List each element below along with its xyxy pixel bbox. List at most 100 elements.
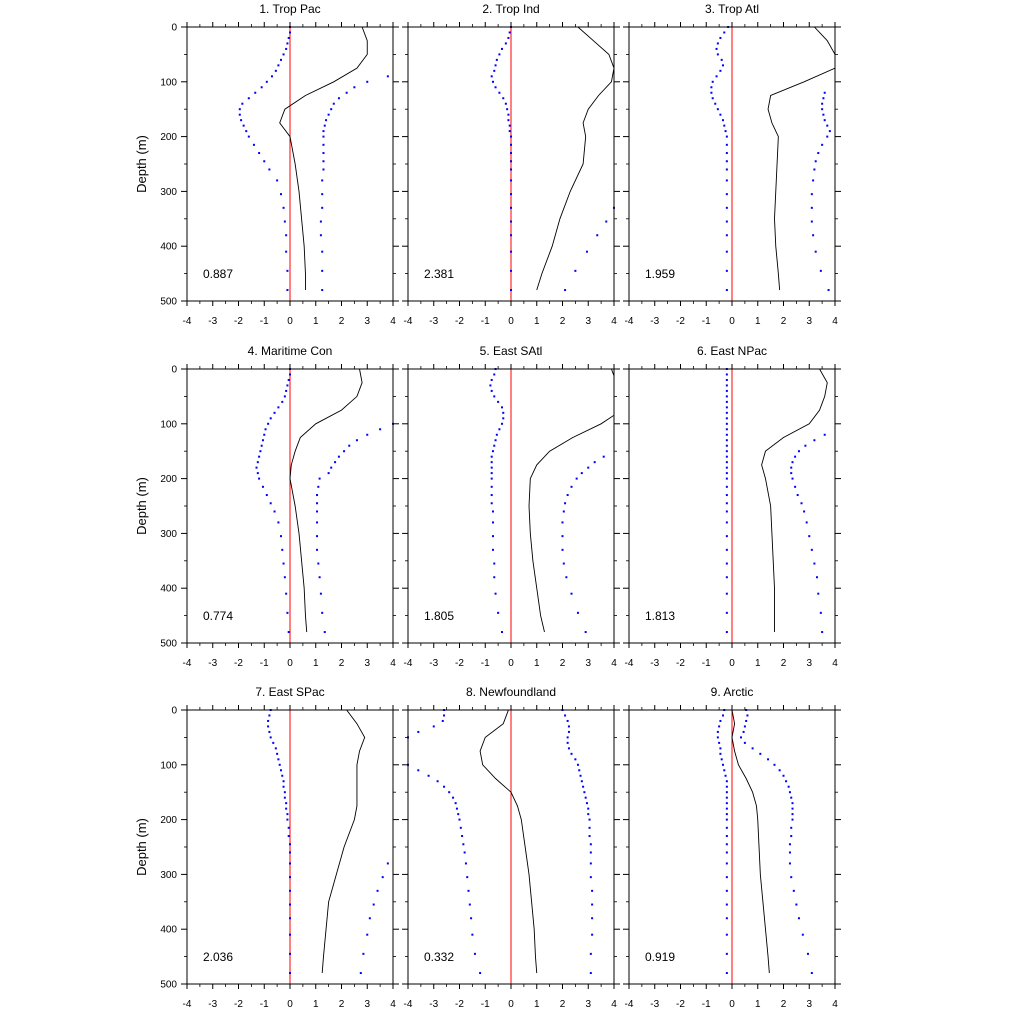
panel-9: -4 -3 -2 -1 0 1 2 3 4 9. Arctic 0.919 — [623, 685, 841, 1010]
lower-bound-dot — [725, 796, 728, 799]
lower-bound-dot — [493, 562, 496, 565]
x-tick-label: -4 — [625, 658, 634, 669]
panel-title: 3. Trop Atl — [705, 2, 759, 16]
x-tick-label: -2 — [455, 316, 464, 327]
x-tick-label: -4 — [183, 316, 192, 327]
upper-bound-dot — [585, 250, 588, 253]
lower-bound-dot — [495, 58, 498, 61]
upper-bound-dot — [564, 502, 567, 505]
x-tick-label: 3 — [585, 658, 591, 669]
lower-bound-dot — [443, 785, 446, 788]
lower-bound-dot — [510, 250, 512, 253]
lower-bound-dot — [277, 64, 280, 67]
x-tick-label: 3 — [364, 658, 370, 669]
lower-bound-series — [238, 26, 291, 292]
upper-bound-dot — [803, 510, 806, 513]
lower-bound-dot — [491, 535, 494, 538]
lower-bound-dot — [725, 903, 728, 906]
lower-bound-dot — [725, 826, 728, 829]
x-tick-label: 3 — [806, 658, 812, 669]
lower-bound-dot — [725, 843, 728, 846]
lower-bound-dot — [510, 135, 512, 138]
upper-bound-dot — [596, 234, 599, 237]
lower-bound-dot — [720, 58, 723, 61]
lower-bound-dot — [263, 433, 266, 436]
panel-value-label: 2.036 — [203, 950, 233, 964]
upper-bound-dot — [800, 502, 803, 505]
y-tick-label: 200 — [160, 474, 177, 485]
lower-bound-dot — [723, 769, 726, 772]
lower-bound-dot — [719, 69, 722, 72]
x-tick-label: 0 — [508, 658, 514, 669]
lower-bound-dot — [269, 736, 272, 739]
lower-bound-dot — [452, 796, 455, 799]
x-tick-label: -2 — [676, 999, 685, 1010]
lower-bound-dot — [725, 521, 728, 524]
upper-bound-dot — [566, 719, 569, 722]
lower-bound-dot — [490, 378, 493, 381]
y-tick-label: 400 — [160, 925, 177, 936]
lower-bound-dot — [725, 876, 728, 879]
upper-bound-dot — [317, 485, 320, 488]
lower-bound-dot — [282, 780, 285, 783]
lower-bound-dot — [721, 64, 724, 67]
x-tick-label: -1 — [702, 316, 711, 327]
upper-bound-dot — [317, 562, 320, 565]
x-tick-label: 3 — [806, 999, 812, 1010]
y-tick-label: 400 — [160, 242, 177, 253]
lower-bound-dot — [286, 269, 289, 272]
lower-bound-dot — [491, 521, 494, 524]
lower-bound-dot — [268, 714, 271, 717]
lower-bound-dot — [273, 411, 276, 414]
upper-bound-dot — [321, 206, 324, 209]
lower-bound-dot — [417, 769, 420, 772]
lower-bound-dot — [719, 719, 722, 722]
upper-bound-dot — [379, 428, 382, 431]
x-tick-label: -2 — [455, 658, 464, 669]
upper-bound-dot — [805, 521, 808, 524]
x-tick-label: -1 — [260, 658, 269, 669]
lower-bound-dot — [462, 843, 465, 846]
lower-bound-dot — [287, 835, 290, 838]
lower-bound-dot — [510, 269, 512, 272]
x-tick-label: 1 — [313, 316, 319, 327]
upper-bound-dot — [359, 972, 362, 975]
upper-bound-dot — [322, 152, 325, 155]
upper-bound-dot — [792, 889, 795, 892]
upper-bound-dot — [319, 220, 322, 223]
lower-bound-dot — [289, 917, 291, 920]
upper-bound-dot — [591, 889, 594, 892]
mean-profile-line — [279, 27, 368, 291]
lower-bound-dot — [725, 972, 728, 975]
upper-bound-dot — [751, 747, 754, 750]
upper-bound-dot — [386, 862, 389, 865]
lower-bound-series — [725, 368, 728, 634]
lower-bound-dot — [490, 477, 493, 480]
x-tick-label: -4 — [404, 658, 413, 669]
upper-bound-dot — [813, 168, 816, 171]
x-tick-label: -1 — [481, 999, 490, 1010]
upper-bound-dot — [366, 80, 369, 83]
upper-bound-dot — [565, 576, 568, 579]
x-tick-label: -1 — [702, 999, 711, 1010]
upper-bound-dot — [564, 289, 567, 292]
panel-title: 2. Trop Ind — [482, 2, 539, 16]
panel-2: -4 -3 -2 -1 0 1 2 3 4 2. Trop Ind 2.381 — [402, 2, 620, 327]
lower-bound-dot — [510, 220, 512, 223]
upper-bound-dot — [587, 466, 590, 469]
lower-bound-dot — [510, 152, 512, 155]
upper-bound-dot — [785, 780, 788, 783]
lower-bound-dot — [289, 862, 291, 865]
upper-bound-dot — [821, 143, 824, 146]
panel-6: -4 -3 -2 -1 0 1 2 3 4 6. East NPac 1.813 — [623, 344, 841, 669]
lower-bound-dot — [289, 952, 291, 955]
lower-bound-dot — [277, 521, 280, 524]
lower-bound-dot — [277, 406, 280, 409]
lower-bound-dot — [725, 373, 728, 376]
upper-bound-dot — [337, 455, 340, 458]
x-tick-label: -1 — [260, 999, 269, 1010]
lower-bound-dot — [493, 444, 496, 447]
upper-bound-dot — [795, 903, 798, 906]
upper-bound-dot — [319, 234, 322, 237]
lower-bound-dot — [269, 417, 272, 420]
